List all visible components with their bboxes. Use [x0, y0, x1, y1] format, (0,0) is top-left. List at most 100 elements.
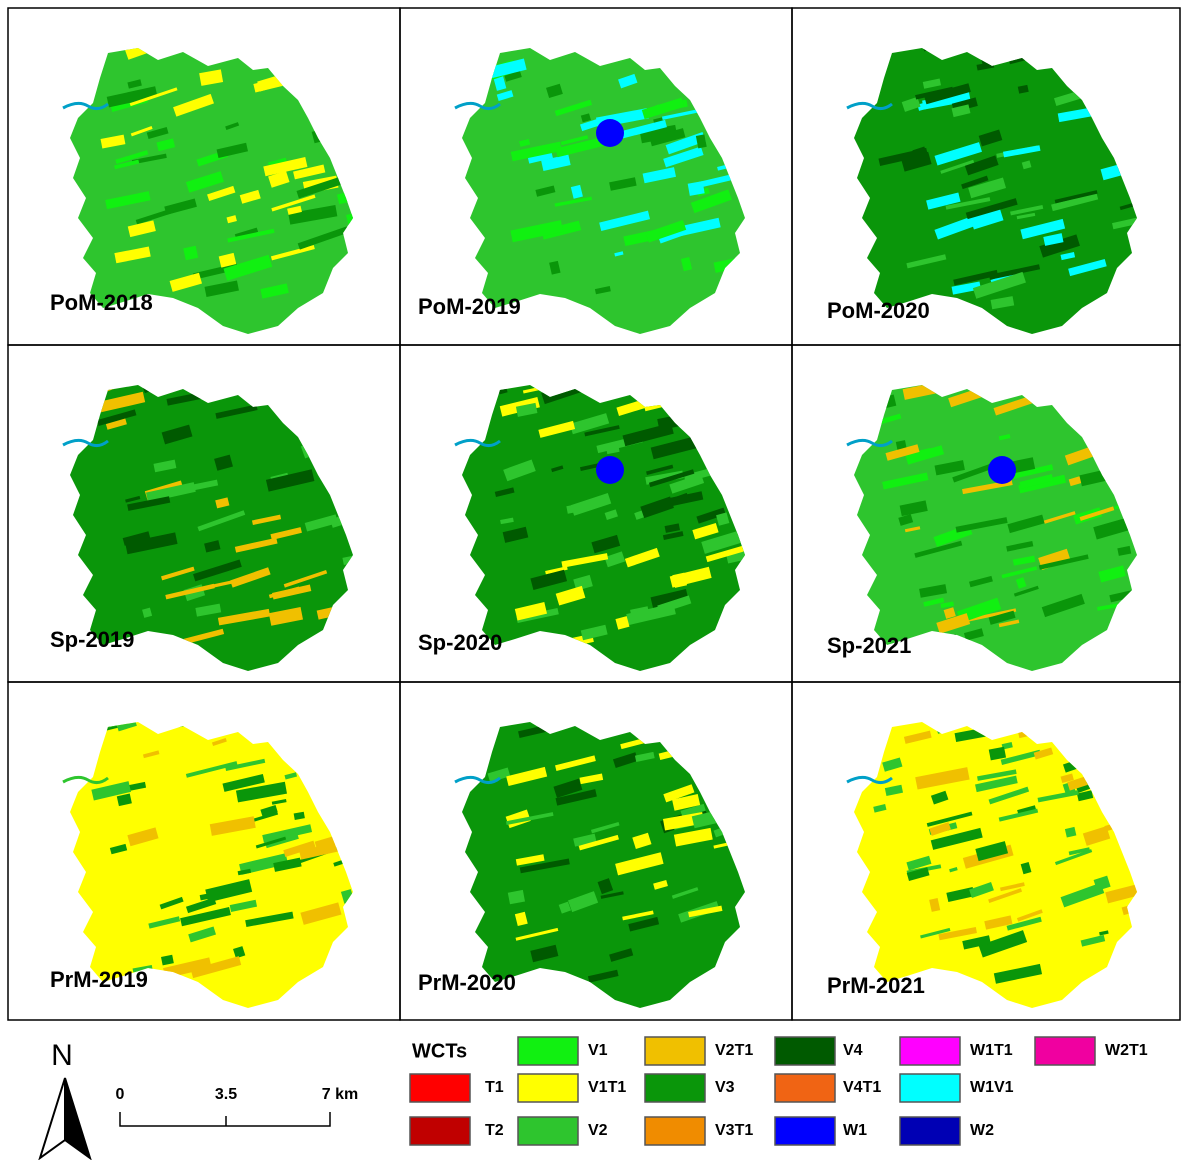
patch: [807, 791, 832, 809]
patch: [246, 716, 289, 730]
patch: [330, 441, 342, 454]
patch: [739, 928, 781, 941]
patch: [710, 101, 760, 124]
patch: [350, 376, 392, 391]
patch: [355, 584, 401, 598]
patch: [970, 363, 1001, 380]
legend-label: V4: [843, 1042, 863, 1059]
patch: [331, 691, 348, 698]
patch: [650, 19, 700, 39]
patch: [375, 526, 387, 533]
patch: [282, 744, 294, 756]
patch: [305, 649, 327, 667]
legend-label: T1: [485, 1079, 504, 1096]
patch: [381, 476, 406, 492]
patch: [1114, 498, 1146, 509]
patch: [759, 425, 773, 434]
patch: [388, 899, 414, 914]
patch: [545, 366, 570, 376]
patch: [422, 873, 472, 892]
patch: [355, 21, 370, 29]
legend-title: WCTs: [412, 1040, 467, 1062]
patch: [303, 330, 331, 345]
patch: [348, 716, 392, 730]
patch: [1146, 688, 1183, 705]
patch: [374, 225, 413, 240]
patch: [111, 697, 133, 710]
patch: [812, 897, 857, 916]
patch: [99, 31, 135, 45]
patch: [299, 50, 320, 64]
patch: [804, 849, 832, 866]
panel-label: PoM-2019: [418, 294, 521, 319]
patch: [136, 32, 147, 38]
patch: [880, 693, 909, 711]
patch: [1018, 6, 1054, 27]
patch: [84, 359, 108, 371]
patch: [1040, 52, 1062, 69]
legend-label: T2: [485, 1122, 504, 1139]
patch: [711, 772, 733, 789]
patch: [238, 356, 257, 367]
patch: [1146, 140, 1182, 156]
patch: [1140, 66, 1178, 82]
patch: [359, 142, 409, 168]
patch: [359, 517, 371, 531]
patch: [277, 725, 317, 742]
patch: [729, 333, 761, 350]
patch: [865, 397, 879, 407]
patch: [809, 192, 842, 205]
scale-label: 7 km: [322, 1086, 358, 1103]
patch: [361, 513, 381, 526]
patch: [346, 204, 397, 227]
legend-swatch: [410, 1117, 470, 1145]
patch: [561, 712, 579, 721]
patch: [1108, 88, 1156, 106]
map: PrM-2020: [418, 661, 856, 1008]
legend-swatch: [410, 1074, 470, 1102]
patch: [774, 522, 819, 536]
arrow-left: [40, 1078, 65, 1158]
patch: [304, 718, 339, 738]
patch: [1140, 240, 1183, 259]
patch: [1104, 814, 1148, 832]
patch: [193, 15, 211, 29]
patch: [776, 807, 826, 824]
patch: [380, 781, 423, 801]
patch: [1086, 721, 1118, 732]
legend-swatch: [645, 1037, 705, 1065]
map: Sp-2019: [50, 298, 463, 671]
patch: [741, 391, 792, 414]
north-arrow: N: [40, 1039, 90, 1158]
patch: [754, 185, 778, 200]
patch: [702, 408, 731, 426]
patch: [390, 796, 407, 806]
patch: [1096, 632, 1129, 651]
map: PrM-2021: [827, 632, 1183, 1008]
patch: [138, 355, 174, 371]
patch: [287, 67, 312, 81]
patch: [388, 568, 400, 574]
legend-label: W1: [843, 1122, 867, 1139]
patch: [665, 381, 713, 401]
patch: [183, 246, 198, 261]
patch: [355, 41, 375, 55]
patch: [1142, 811, 1183, 829]
patch: [277, 736, 310, 757]
patch: [1004, 696, 1020, 710]
patch: [1144, 65, 1180, 82]
patch: [367, 173, 410, 194]
patch: [726, 95, 744, 103]
legend-swatch: [645, 1074, 705, 1102]
legend-swatch: [775, 1117, 835, 1145]
water: [596, 456, 624, 484]
patch: [1063, 701, 1077, 707]
patch: [401, 193, 420, 207]
patch: [333, 324, 357, 339]
patch: [318, 797, 344, 807]
panel-label: Sp-2019: [50, 627, 134, 652]
panel-label: Sp-2020: [418, 630, 502, 655]
patch: [747, 204, 783, 226]
patch: [740, 866, 761, 882]
patch: [1038, 356, 1076, 377]
